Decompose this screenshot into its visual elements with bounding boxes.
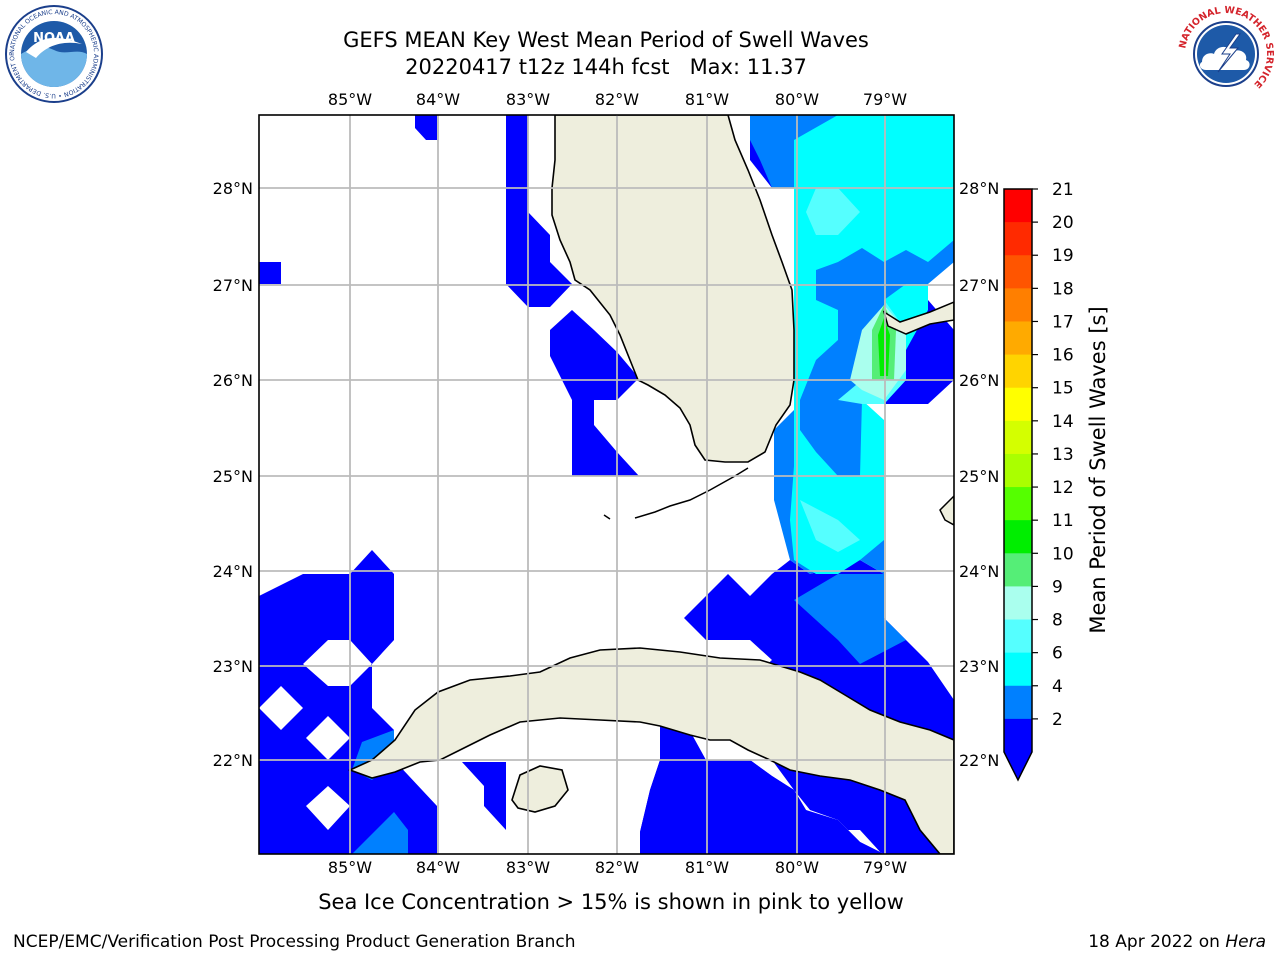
swell-holes [259,686,350,830]
colorbar-outline [1003,188,1033,782]
isla-juventud [511,765,569,813]
footer-date: 18 Apr 2022 on Hera [1088,932,1266,952]
colorbar-tick-label: 6 [1052,644,1063,664]
bahamas-andros [939,494,954,526]
noaa-logo: NATIONAL OCEANIC AND ATMOSPHERIC ADMINIS… [4,4,103,103]
colorbar-tick-label: 13 [1052,445,1074,465]
chart-title-line2: 20220417 t12z 144h fcst Max: 11.37 [405,55,807,79]
nws-logo: NATIONAL WEATHER SERVICE [1177,5,1275,102]
lon-label-top: 83°W [506,90,550,109]
colorbar-segment [1004,255,1032,289]
chart-title-line1: GEFS MEAN Key West Mean Period of Swell … [343,28,869,52]
footer-date-text: 18 Apr 2022 on [1088,932,1226,952]
lon-label-bottom: 85°W [328,858,372,877]
lon-label-top: 82°W [595,90,639,109]
colorbar-segment [1004,652,1032,687]
noaa-logo-text: NOAA [33,31,75,46]
colorbar-segment [1004,387,1032,422]
lon-labels-bottom: 85°W 84°W 83°W 82°W 81°W 80°W 79°W [328,858,907,877]
colorbar-segment [1004,520,1032,554]
lat-label-right: 28°N [959,179,999,198]
lat-label-left: 24°N [213,562,253,581]
lon-labels-top: 85°W 84°W 83°W 82°W 81°W 80°W 79°W [328,90,907,109]
lat-label-left: 26°N [213,371,253,390]
colorbar-segment [1004,453,1032,488]
lon-label-top: 84°W [416,90,460,109]
florida-land [551,115,795,463]
lat-label-right: 27°N [959,276,999,295]
grid-lines [259,115,954,854]
colorbar-segment [1004,553,1032,587]
lon-label-bottom: 82°W [595,858,639,877]
colorbar-segment [1004,288,1032,322]
colorbar-segment [1004,189,1032,223]
colorbar-tick-label: 8 [1052,611,1063,631]
lon-label-top: 79°W [863,90,907,109]
colorbar-tick-label: 11 [1052,511,1074,531]
colorbar-tick-label: 20 [1052,213,1074,233]
lat-labels-left: 28°N 27°N 26°N 25°N 24°N 23°N 22°N [213,179,253,770]
lon-label-bottom: 83°W [506,858,550,877]
colorbar-segment [1004,354,1032,389]
lat-label-left: 23°N [213,657,253,676]
colorbar-segment [1004,487,1032,521]
bahamas-grand [882,301,954,335]
colorbar-segment [1004,619,1032,654]
lat-label-left: 27°N [213,276,253,295]
colorbar-tick-label: 9 [1052,577,1063,597]
lon-label-bottom: 79°W [863,858,907,877]
footer-machine: Hera [1225,932,1266,952]
colorbar-segment [1004,420,1032,455]
colorbar-segment [1004,222,1032,256]
lat-labels-right: 28°N 27°N 26°N 25°N 24°N 23°N 22°N [959,179,999,770]
swell-11-12s-fill [878,318,890,376]
sea-ice-note: Sea Ice Concentration > 15% is shown in … [318,890,904,914]
footer-branch: NCEP/EMC/Verification Post Processing Pr… [13,932,576,952]
colorbar-segment [1004,685,1032,720]
lon-label-bottom: 81°W [685,858,729,877]
lat-label-right: 26°N [959,371,999,390]
lat-label-left: 22°N [213,751,253,770]
colorbar-segment [1004,321,1032,356]
colorbar: 21 20 19 18 17 16 15 14 13 12 11 10 9 8 6 4 2 [1003,180,1074,782]
lat-label-right: 24°N [959,562,999,581]
lat-label-right: 23°N [959,657,999,676]
lat-label-right: 22°N [959,751,999,770]
colorbar-tick-label: 21 [1052,180,1074,200]
colorbar-tick-label: 19 [1052,246,1074,266]
colorbar-tick-label: 4 [1052,677,1063,697]
lon-label-top: 81°W [685,90,729,109]
colorbar-tick-label: 15 [1052,379,1074,399]
colorbar-segment [1004,586,1032,621]
colorbar-tick-label: 12 [1052,478,1074,498]
lat-label-left: 25°N [213,467,253,486]
cuba-land [347,647,954,854]
colorbar-tick-label: 18 [1052,279,1074,299]
colorbar-tick-label: 2 [1052,710,1063,730]
colorbar-tick-label: 17 [1052,312,1074,332]
colorbar-tick-label: 10 [1052,544,1074,564]
colorbar-tick-label: 16 [1052,346,1074,366]
lon-label-top: 80°W [775,90,819,109]
lat-label-right: 25°N [959,467,999,486]
dry-tortugas [603,514,611,520]
colorbar-tick-label: 14 [1052,412,1074,432]
lon-label-bottom: 84°W [416,858,460,877]
map-frame [258,114,955,855]
colorbar-segment [1004,718,1032,780]
lon-label-top: 85°W [328,90,372,109]
lon-label-bottom: 80°W [775,858,819,877]
lat-label-left: 28°N [213,179,253,198]
colorbar-label: Mean Period of Swell Waves [s] [1086,306,1110,633]
